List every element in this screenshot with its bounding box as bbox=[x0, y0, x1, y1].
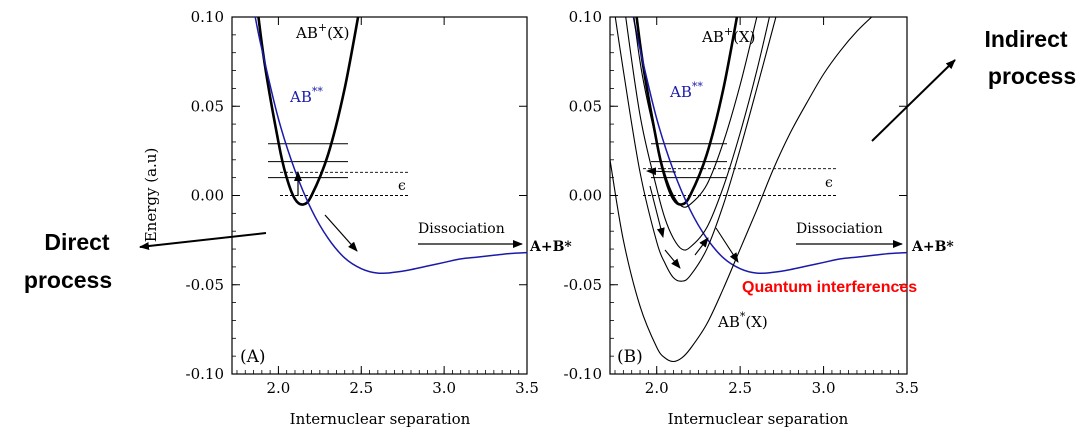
panel-b-resonance-label: AB** bbox=[669, 80, 703, 101]
panel-b-curve-ab-x bbox=[610, 17, 873, 363]
panel-a-resonance-label: AB** bbox=[289, 85, 323, 106]
panel-b-curve-neutral-5 bbox=[633, 17, 758, 208]
indirect-callout-line-1: Indirect bbox=[984, 26, 1067, 52]
panel-b-x-tick-label: 2.0 bbox=[645, 379, 669, 397]
panel-a-x-tick-label: 3.5 bbox=[515, 379, 539, 397]
panel-a-curve-ab bbox=[254, 17, 527, 275]
panel-a-axes: 2.0 2.5 3.0 3.5 0.10 0.05 0.00 -0.05 -0.10 bbox=[186, 8, 539, 397]
panel-b-arrow-2 bbox=[649, 185, 665, 238]
panel-b-arrow-4 bbox=[694, 237, 709, 256]
panel-a-frame bbox=[231, 16, 528, 375]
panel-b-label: (B) bbox=[617, 347, 643, 367]
panel-a-dissociation-label: Dissociation bbox=[418, 221, 505, 237]
panel-a-y-tick-label: -0.05 bbox=[186, 276, 224, 294]
y-axis-title: Energy (a.u) bbox=[142, 148, 160, 243]
panel-b-dissociation-label: Dissociation bbox=[796, 221, 883, 237]
panel-b-epsilon: ϵ bbox=[825, 175, 833, 191]
panel-a-y-tick-label: -0.10 bbox=[186, 365, 224, 383]
panel-b-axes: 2.0 2.5 3.0 3.5 0.10 0.05 0.00 -0.05 -0.10 bbox=[564, 8, 919, 397]
panel-a-curve-ab-x bbox=[257, 17, 360, 206]
panel-b-neutral-label: AB*(X) bbox=[717, 310, 768, 331]
direct-callout-line-2: process bbox=[24, 267, 112, 293]
panel-a-products-label: A+B* bbox=[529, 239, 572, 255]
panel-a-label: (A) bbox=[240, 347, 266, 367]
indirect-callout-arrow bbox=[871, 59, 956, 142]
panel-a: 2.0 2.5 3.0 3.5 0.10 0.05 0.00 -0.05 -0.10 (A) A… bbox=[186, 8, 539, 397]
panel-a-x-tick-label: 2.0 bbox=[266, 379, 290, 397]
panel-b-curve-neutral-4 bbox=[625, 17, 770, 251]
panel-b-y-tick-label: 0.05 bbox=[569, 97, 602, 115]
panel-b-curve-ab-x bbox=[635, 17, 739, 206]
panel-a-ion-label: AB+(X) bbox=[295, 21, 349, 42]
panel-b-y-tick-label: -0.05 bbox=[564, 276, 602, 294]
panel-b-ion-label: AB+(X) bbox=[701, 25, 755, 46]
direct-callout-line-1: Direct bbox=[44, 229, 110, 255]
panel-b-y-tick-label: -0.10 bbox=[564, 365, 602, 383]
panel-b-y-tick-label: 0.00 bbox=[569, 187, 602, 205]
panel-a-x-axis-title: Internuclear separation bbox=[290, 410, 471, 428]
panel-a-y-tick-label: 0.00 bbox=[191, 187, 224, 205]
panel-a-y-tick-label: 0.10 bbox=[191, 8, 224, 26]
panel-b-curve-ab bbox=[632, 17, 907, 275]
panel-b-arrow-5 bbox=[715, 227, 739, 263]
panel-a-x-tick-label: 2.5 bbox=[349, 379, 373, 397]
panel-b-y-tick-label: 0.10 bbox=[569, 8, 602, 26]
panel-b-x-axis-title: Internuclear separation bbox=[668, 410, 849, 428]
panel-b-x-tick-label: 3.0 bbox=[812, 379, 836, 397]
indirect-callout-line-2: process bbox=[988, 63, 1076, 89]
panel-a-decay-arrow bbox=[324, 214, 358, 252]
panel-b-curve-neutral-3 bbox=[614, 17, 777, 282]
panel-b-x-tick-label: 2.5 bbox=[728, 379, 752, 397]
panel-a-epsilon: ϵ bbox=[398, 178, 406, 194]
panel-b-curves bbox=[610, 17, 907, 363]
panel-b-x-tick-label: 3.5 bbox=[895, 379, 919, 397]
interference-label: Quantum interferences bbox=[742, 279, 917, 296]
panel-b-products-label: A+B* bbox=[911, 239, 954, 255]
direct-callout-arrow bbox=[139, 232, 267, 250]
panel-b-arrow-1 bbox=[646, 167, 677, 176]
panel-a-x-tick-label: 3.0 bbox=[432, 379, 456, 397]
panel-b-arrow-3 bbox=[664, 249, 681, 269]
panel-b: 2.0 2.5 3.0 3.5 0.10 0.05 0.00 -0.05 -0.10 (B) A… bbox=[564, 8, 919, 397]
panel-a-y-tick-label: 0.05 bbox=[191, 97, 224, 115]
